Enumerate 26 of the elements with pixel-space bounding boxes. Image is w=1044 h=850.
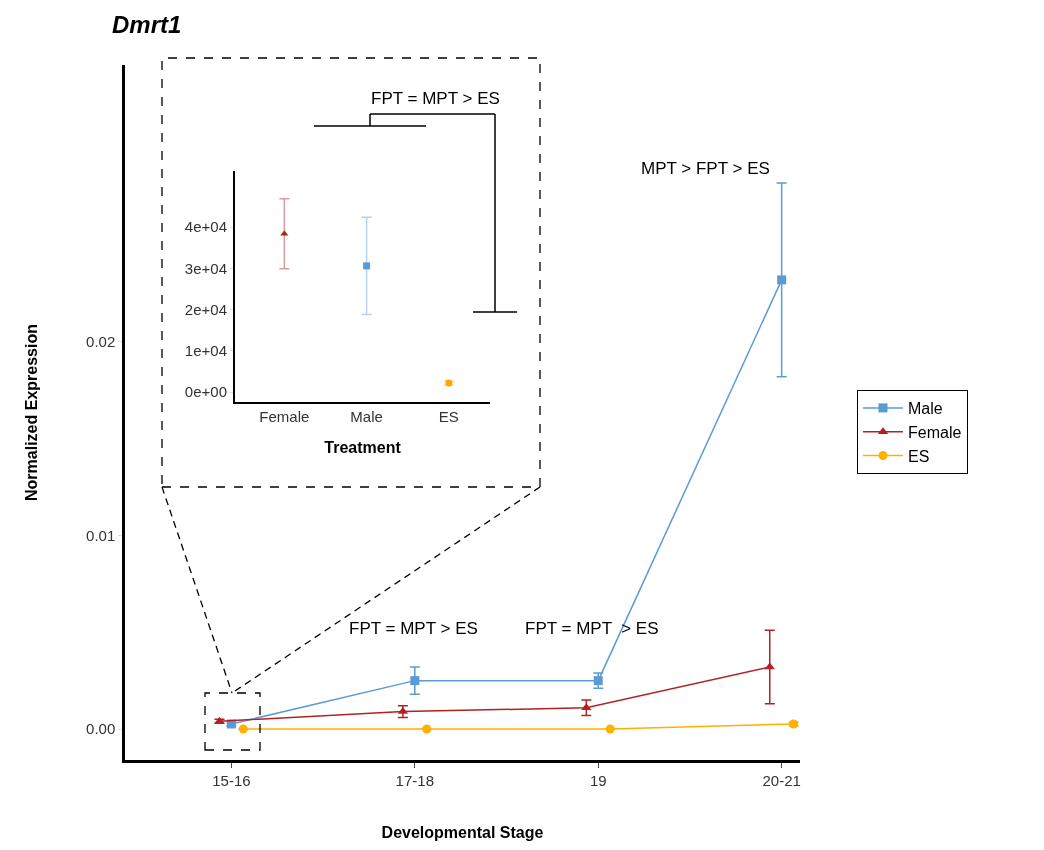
x-tick-label: 20-21 <box>762 771 801 789</box>
x-tick-label: 17-18 <box>395 771 434 789</box>
annotation: FPT = MPT > ES <box>349 619 478 638</box>
legend-label: ES <box>908 447 930 465</box>
chart-title: Dmrt1 <box>112 11 182 39</box>
annotation: FPT = MPT > ES <box>525 619 659 638</box>
y-axis-title: Normalized Expression <box>22 324 40 501</box>
y-tick-label: 1e+04 <box>184 342 227 360</box>
legend-label: Female <box>908 423 962 441</box>
x-tick-label: ES <box>438 408 459 425</box>
y-tick-label: 3e+04 <box>184 259 227 277</box>
x-tick-label: 19 <box>589 771 607 789</box>
annotation: MPT > FPT > ES <box>641 159 770 178</box>
x-axis-title: Developmental Stage <box>381 824 544 842</box>
x-tick-label: Female <box>259 408 310 425</box>
x-tick-label: 15-16 <box>212 771 251 789</box>
y-tick-label: 0.00 <box>86 720 116 738</box>
annotation: FPT = MPT > ES <box>371 89 500 108</box>
point <box>363 262 371 270</box>
y-tick-label: 4e+04 <box>184 218 227 236</box>
y-tick-label: 2e+04 <box>184 300 227 318</box>
y-tick-label: 0e+00 <box>184 383 227 401</box>
x-tick-label: Male <box>350 408 383 425</box>
y-tick-label: 0.02 <box>86 333 116 351</box>
y-tick-label: 0.01 <box>86 526 116 544</box>
x-axis-title: Treatment <box>324 439 402 457</box>
